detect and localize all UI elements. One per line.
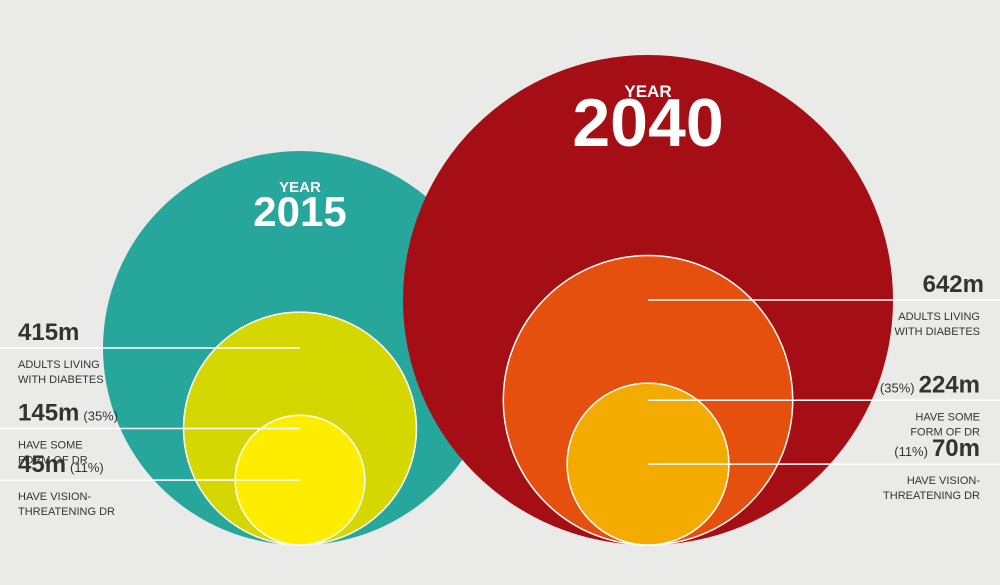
share-label: (35%): [83, 409, 118, 424]
note-line: ADULTS LIVING: [898, 311, 980, 323]
value-text: 224m: [919, 371, 980, 398]
note-line: THREATENING DR: [883, 490, 980, 502]
year-title: 2015: [253, 188, 346, 235]
note-line: WITH DIABETES: [894, 326, 980, 338]
value-label: 45m (11%): [18, 451, 104, 478]
note-line: ADULTS LIVING: [18, 359, 100, 371]
year-label: YEAR: [624, 82, 671, 101]
value-label: (11%) 70m: [894, 435, 980, 462]
note-line: FORM OF DR: [18, 455, 88, 467]
value-text: 45m: [18, 451, 66, 478]
share-label: (35%): [880, 380, 915, 395]
note-line: HAVE SOME: [915, 411, 980, 423]
share-label: (11%): [894, 444, 928, 459]
value-label: 145m (35%): [18, 400, 118, 427]
note-line: WITH DIABETES: [18, 374, 104, 386]
value-label: (35%) 224m: [880, 371, 980, 398]
share-label: (11%): [70, 460, 104, 475]
note-line: THREATENING DR: [18, 506, 115, 518]
note-line: HAVE VISION-: [18, 491, 91, 503]
value-text: 415m: [18, 319, 79, 346]
note-line: HAVE VISION-: [907, 475, 980, 487]
value-label: 415m: [18, 319, 79, 346]
year-title: 2040: [572, 85, 723, 161]
year-label: YEAR: [279, 179, 321, 196]
note-line: FORM OF DR: [910, 426, 980, 438]
value-label: 642m: [923, 271, 984, 298]
value-text: 145m: [18, 400, 79, 427]
note-line: HAVE SOME: [18, 440, 83, 452]
value-text: 70m: [932, 435, 980, 462]
value-text: 642m: [923, 271, 984, 298]
